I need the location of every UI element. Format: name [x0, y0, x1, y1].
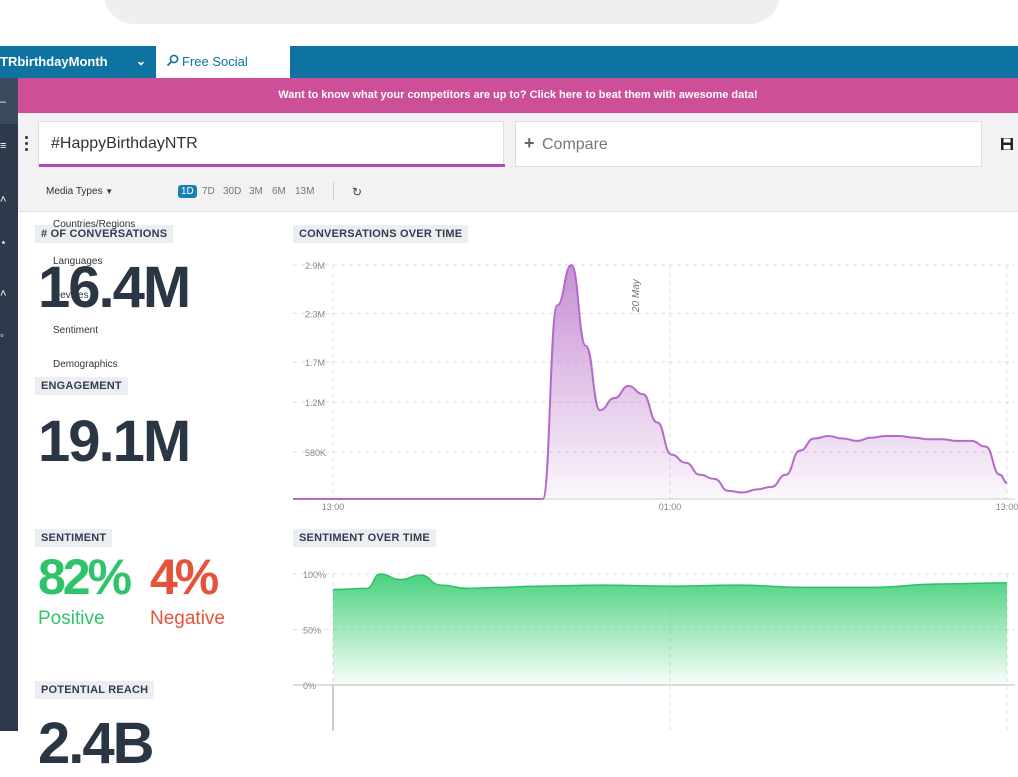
- compare-label: Compare: [542, 136, 608, 153]
- free-social-search-tab[interactable]: Free Social Search: [156, 46, 290, 101]
- y-tick-label: 1.7M: [305, 358, 325, 368]
- browser-address-pill[interactable]: [104, 0, 780, 24]
- engagement-value: 19.1M: [38, 409, 191, 474]
- search-icon: [166, 54, 179, 67]
- negative-label: Negative: [150, 608, 225, 629]
- x-tick-label: 13:00: [996, 502, 1018, 512]
- conversations-value: 16.4M: [38, 255, 191, 320]
- settings-icon[interactable]: ◦: [0, 330, 4, 342]
- menu-item-devices[interactable]: Devices: [53, 290, 89, 301]
- filter-icon[interactable]: ≡: [0, 140, 7, 152]
- media-types-dropdown[interactable]: Media Types ▼: [46, 186, 113, 197]
- positive-label: Positive: [38, 608, 105, 629]
- filter-divider: [333, 182, 334, 200]
- user-icon[interactable]: ⋆: [0, 237, 7, 249]
- positive-value: 82%: [38, 549, 132, 605]
- sidebar-selected-item[interactable]: [0, 78, 18, 124]
- sentiment-chart: 100% 50% 0%: [293, 570, 1015, 731]
- refresh-icon[interactable]: ↻: [352, 185, 363, 199]
- negative-value: 4%: [150, 549, 219, 605]
- save-icon[interactable]: [1000, 137, 1014, 151]
- left-sidebar: – ≡ ˄ ⋆ ˄ ◦: [0, 78, 18, 731]
- y-tick-label: 2.9M: [305, 261, 325, 271]
- reach-value: 2.4B: [38, 711, 155, 776]
- conversations-line: [293, 263, 1008, 500]
- conversations-chart: 2.9M 2.3M 1.7M 1.2M 580K 13:00 01:00 13:00 20 Ma…: [293, 261, 1018, 512]
- y-tick-label: 0%: [303, 681, 316, 691]
- media-types-label: Media Types: [46, 186, 103, 197]
- reach-label: POTENTIAL REACH: [35, 681, 155, 699]
- period-3m[interactable]: 3M: [249, 186, 263, 197]
- top-nav-bar: TRbirthdayMonth ⌄ Free Social Search: [0, 46, 1018, 101]
- period-6m[interactable]: 6M: [272, 186, 286, 197]
- query-input[interactable]: #HappyBirthdayNTR: [38, 121, 505, 167]
- menu-item-countries[interactable]: Countries/Regions: [53, 219, 136, 230]
- x-tick-label: 01:00: [659, 502, 682, 512]
- filter-row: [18, 167, 1018, 212]
- project-name: TRbirthdayMonth: [0, 54, 108, 69]
- query-value: #HappyBirthdayNTR: [51, 135, 198, 152]
- engagement-label: ENGAGEMENT: [35, 377, 128, 395]
- menu-item-sentiment[interactable]: Sentiment: [53, 325, 99, 336]
- period-1d[interactable]: 1D: [178, 185, 197, 198]
- period-13m[interactable]: 13M: [295, 186, 315, 197]
- y-tick-label: 1.2M: [305, 398, 325, 408]
- y-tick-label: 580K: [305, 448, 326, 458]
- up-icon[interactable]: ˄: [0, 194, 7, 206]
- dash-icon[interactable]: –: [0, 96, 7, 108]
- browser-top-area: [0, 0, 1018, 46]
- x-tick-label: 13:00: [322, 502, 345, 512]
- chart-icon[interactable]: ˄: [0, 288, 7, 300]
- conversations-label: # OF CONVERSATIONS: [35, 225, 174, 243]
- sentiment-line: [332, 573, 1008, 591]
- date-annotation: 20 May: [631, 278, 642, 313]
- query-underline: [39, 164, 505, 167]
- conversations-area: [293, 265, 1007, 499]
- chevron-down-icon[interactable]: ⌄: [136, 54, 147, 68]
- plus-icon: +: [524, 133, 535, 153]
- compare-input[interactable]: + Compare: [515, 121, 982, 167]
- more-options-icon[interactable]: [24, 136, 30, 154]
- y-tick-label: 50%: [303, 626, 321, 636]
- y-tick-label: 100%: [303, 570, 326, 580]
- sentiment-area: [333, 574, 1007, 685]
- menu-item-languages[interactable]: Languages: [53, 256, 103, 267]
- y-tick-label: 2.3M: [305, 309, 325, 319]
- period-7d[interactable]: 7D: [202, 186, 215, 197]
- sentiment-chart-title: SENTIMENT OVER TIME: [293, 529, 436, 547]
- menu-item-demographics[interactable]: Demographics: [53, 359, 118, 370]
- project-tab[interactable]: TRbirthdayMonth ⌄: [0, 46, 154, 78]
- promo-banner[interactable]: Want to know what your competitors are u…: [18, 78, 1018, 113]
- sentiment-label: SENTIMENT: [35, 529, 113, 547]
- conversations-chart-title: CONVERSATIONS OVER TIME: [293, 225, 469, 243]
- period-30d[interactable]: 30D: [223, 186, 242, 197]
- caret-down-icon: ▼: [105, 187, 114, 196]
